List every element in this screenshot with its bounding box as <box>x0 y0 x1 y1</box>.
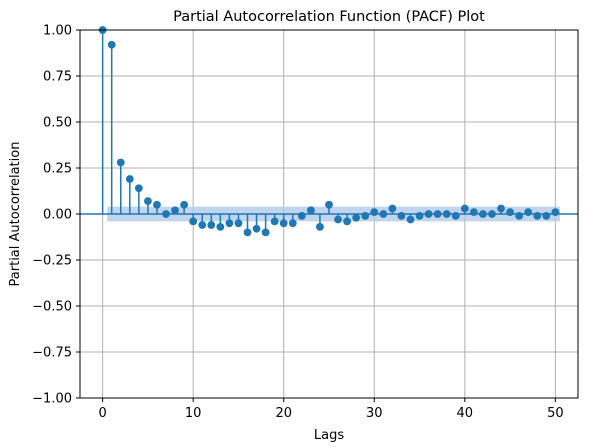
data-point <box>125 175 134 183</box>
data-point <box>515 211 524 220</box>
y-tick-label: −0.25 <box>32 254 72 269</box>
data-point <box>189 217 198 226</box>
data-point <box>306 206 315 215</box>
data-point <box>261 228 270 237</box>
data-point <box>153 200 161 209</box>
y-tick-label: 0.25 <box>43 162 72 177</box>
y-tick-label: −0.75 <box>32 346 72 361</box>
y-tick-label: 0.75 <box>43 70 72 85</box>
data-point <box>406 215 415 224</box>
y-tick-label: −1.00 <box>32 392 72 407</box>
tick-layer: 0 10 20 30 40 50 −1.00 −0.75 −0.50 −0.25 0.00 0.25 0… <box>32 24 563 422</box>
y-tick-label: −0.50 <box>32 300 72 315</box>
data-point <box>506 208 514 217</box>
data-point <box>442 210 451 218</box>
data-point <box>488 210 496 218</box>
data-point <box>388 204 397 213</box>
data-point <box>524 208 533 217</box>
x-tick-label: 20 <box>275 406 292 421</box>
data-point <box>433 210 442 218</box>
data-point <box>479 210 487 218</box>
data-point <box>424 210 433 218</box>
x-tick-label: 50 <box>547 406 564 421</box>
data-point <box>533 211 542 220</box>
data-point <box>542 211 551 220</box>
data-point <box>180 200 189 209</box>
data-point <box>379 210 388 218</box>
data-point <box>234 219 243 228</box>
data-point <box>361 211 370 220</box>
data-point <box>243 228 252 237</box>
data-point <box>171 206 179 215</box>
y-axis-label: Partial Autocorrelation <box>8 142 23 287</box>
data-point <box>316 222 324 231</box>
data-point <box>144 197 152 206</box>
marker-layer <box>98 26 560 237</box>
x-tick-label: 40 <box>457 406 474 421</box>
y-tick-label: 0.50 <box>43 116 72 131</box>
data-point <box>297 211 306 220</box>
data-point <box>497 204 505 213</box>
data-point <box>469 208 478 217</box>
data-point <box>451 211 460 220</box>
y-tick-label: 0.00 <box>43 208 72 223</box>
data-point <box>334 215 342 224</box>
x-axis-label: Lags <box>314 428 344 443</box>
data-point <box>352 213 361 222</box>
data-point <box>216 222 225 231</box>
data-point <box>225 219 234 228</box>
data-point <box>134 184 143 193</box>
data-point <box>252 224 261 233</box>
chart-title: Partial Autocorrelation Function (PACF) … <box>173 9 485 25</box>
data-point <box>207 221 216 229</box>
x-tick-label: 10 <box>185 406 202 421</box>
x-tick-label: 30 <box>366 406 383 421</box>
data-point <box>370 208 379 217</box>
data-point <box>107 40 116 49</box>
data-point <box>116 158 125 167</box>
data-point <box>397 211 406 220</box>
data-point <box>162 210 170 218</box>
data-point <box>460 204 469 213</box>
data-point <box>279 219 288 228</box>
data-point <box>270 217 279 226</box>
x-tick-label: 0 <box>98 406 106 421</box>
data-point <box>343 217 352 226</box>
y-tick-label: 1.00 <box>43 24 72 39</box>
data-point <box>415 211 424 220</box>
data-point <box>288 219 297 228</box>
data-point <box>198 221 207 229</box>
data-point <box>551 208 560 217</box>
data-point <box>325 200 333 209</box>
